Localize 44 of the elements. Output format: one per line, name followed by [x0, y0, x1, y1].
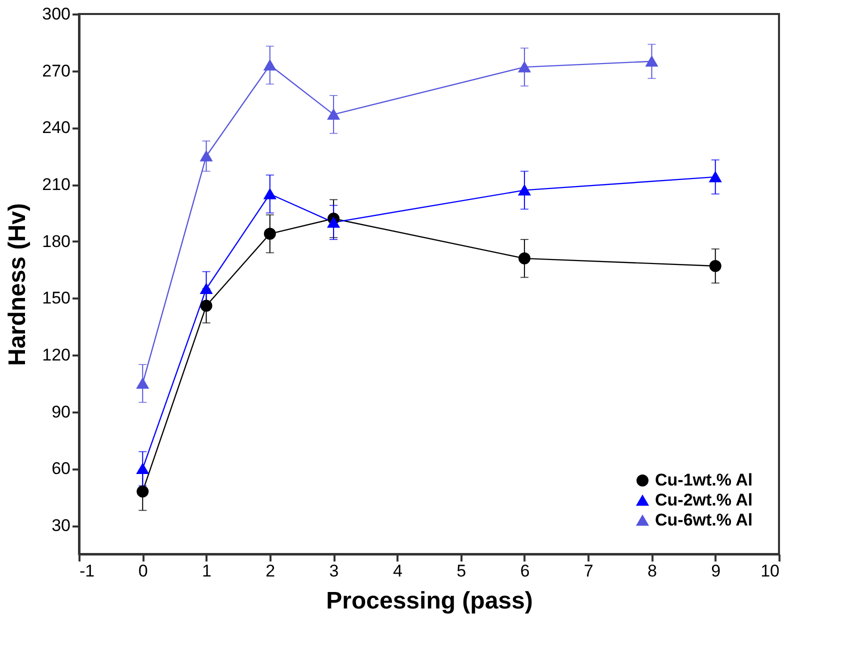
x-tick-label: 7 — [584, 562, 594, 580]
y-tick-label: 60 — [52, 459, 70, 478]
point — [200, 300, 212, 312]
point — [264, 60, 276, 70]
y-tick-label: 120 — [42, 346, 70, 365]
x-tick-label: 2 — [266, 562, 276, 580]
point — [136, 463, 149, 474]
y-tick-label: 270 — [42, 61, 70, 80]
point — [264, 188, 276, 200]
x-tick-label: 3 — [329, 562, 339, 580]
y-tick-label: 300 — [42, 4, 70, 24]
point — [328, 217, 340, 228]
y-tick-label: 210 — [42, 175, 70, 194]
point — [328, 109, 340, 120]
y-axis-title: Hardness (Hv) — [4, 203, 32, 366]
point — [518, 184, 530, 196]
point — [709, 172, 722, 182]
legend-label: Cu-6wt.% Al — [655, 510, 753, 530]
x-tick-label: 5 — [456, 562, 466, 580]
point — [518, 62, 530, 72]
x-axis-title: Processing (pass) — [326, 588, 533, 614]
x-tick-label: 0 — [138, 562, 148, 580]
x-tick-label: -1 — [80, 562, 95, 580]
point — [709, 260, 722, 272]
point — [646, 56, 658, 67]
point — [264, 228, 276, 240]
point — [200, 150, 212, 162]
x-tick-label: 9 — [711, 562, 721, 580]
x-tick-label: 1 — [202, 562, 212, 580]
legend-label: Cu-1wt.% Al — [655, 470, 753, 490]
y-tick-label: 30 — [52, 516, 70, 536]
point — [136, 485, 149, 498]
x-tick-label: 10 — [760, 562, 780, 580]
y-tick-label: 150 — [42, 288, 70, 308]
legend-label: Cu-2wt.% Al — [655, 490, 753, 510]
y-tick-label: 180 — [42, 232, 70, 251]
y-tick-label: 240 — [42, 118, 70, 138]
point — [136, 378, 149, 389]
point — [518, 252, 530, 264]
y-tick-label: 90 — [52, 402, 70, 422]
point — [200, 283, 212, 294]
x-tick-label: 4 — [392, 562, 402, 580]
x-tick-label: 8 — [647, 562, 657, 580]
x-tick-label: 6 — [520, 562, 530, 580]
